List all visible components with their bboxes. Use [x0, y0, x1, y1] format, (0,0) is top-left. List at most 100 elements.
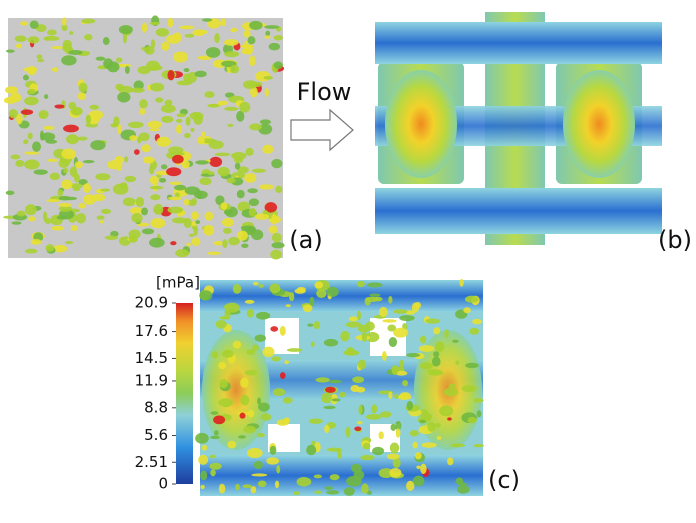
blob	[25, 249, 38, 254]
blob	[247, 188, 258, 193]
blob	[369, 293, 380, 296]
blob	[433, 327, 440, 334]
blob	[200, 485, 204, 489]
blob	[146, 61, 160, 71]
blob	[101, 209, 111, 214]
blob	[6, 191, 15, 195]
blob	[105, 235, 119, 239]
blob	[248, 410, 254, 418]
flow-label: Flow	[297, 78, 352, 106]
blob	[359, 405, 363, 415]
colorbar-unit: [mPa]	[156, 274, 200, 292]
blob	[202, 445, 207, 451]
blob	[439, 406, 453, 417]
blob	[166, 167, 181, 176]
blob	[258, 480, 267, 487]
blob	[240, 413, 246, 419]
blob	[274, 35, 283, 41]
blob	[57, 215, 67, 219]
blob	[218, 362, 226, 369]
blob	[206, 47, 221, 58]
colorbar-tick-label: 0	[158, 475, 168, 493]
blob	[469, 328, 479, 335]
blob	[327, 448, 342, 452]
blob	[419, 345, 435, 352]
blob	[389, 337, 397, 347]
blob	[283, 397, 293, 404]
blob	[199, 177, 211, 185]
blob	[223, 228, 232, 234]
blob	[271, 214, 277, 225]
blob	[261, 413, 272, 420]
blob	[255, 335, 266, 342]
blob	[264, 35, 270, 38]
blob	[221, 202, 228, 209]
blob	[186, 243, 190, 247]
blob	[425, 318, 440, 323]
blob	[323, 406, 335, 409]
colorbar-tick-label: 8.8	[144, 398, 168, 416]
blob	[79, 83, 88, 93]
blob	[365, 322, 375, 331]
blob	[200, 471, 207, 481]
blob	[90, 105, 100, 110]
blob	[344, 487, 355, 496]
blob	[131, 213, 142, 223]
blob	[224, 51, 239, 57]
blob	[421, 442, 436, 447]
blob	[241, 243, 248, 248]
blob	[265, 88, 269, 97]
blob	[115, 156, 124, 163]
blob	[249, 208, 257, 217]
blob	[192, 198, 197, 206]
blob	[149, 238, 165, 248]
panel-b-image	[375, 12, 662, 245]
blob	[179, 26, 194, 30]
blob	[262, 145, 273, 154]
blob	[15, 36, 27, 42]
blob	[326, 490, 339, 494]
blob	[150, 22, 161, 25]
blob	[238, 435, 246, 438]
blob	[269, 283, 280, 293]
blob	[131, 88, 145, 93]
blob	[71, 225, 78, 231]
blob	[432, 357, 441, 367]
figure: Flow [mPa] (a) (b) (c) 20.917.614.511.98…	[0, 0, 696, 523]
blob	[310, 297, 315, 307]
blob	[15, 160, 24, 167]
blob	[214, 430, 219, 435]
blob	[184, 218, 192, 228]
blob	[58, 203, 72, 207]
blob	[399, 315, 415, 321]
blob	[273, 388, 286, 396]
blob	[37, 59, 44, 62]
blob	[263, 210, 268, 214]
blob	[204, 91, 214, 98]
blob	[61, 179, 72, 189]
blob	[143, 156, 155, 163]
blob	[447, 457, 453, 465]
blob	[406, 353, 420, 357]
blob	[161, 164, 167, 169]
blob	[270, 250, 282, 260]
blob	[226, 178, 235, 184]
blob	[34, 169, 48, 174]
blob	[83, 183, 91, 193]
blob	[427, 369, 441, 375]
blob	[416, 466, 420, 469]
blob	[269, 43, 280, 50]
blob	[256, 312, 270, 320]
blob	[455, 361, 459, 365]
blob	[173, 52, 188, 63]
blob	[50, 173, 60, 180]
blob	[184, 68, 190, 72]
blob	[324, 425, 329, 434]
blob	[269, 226, 278, 234]
blob	[28, 216, 36, 221]
blob	[78, 203, 85, 209]
blob	[452, 340, 459, 343]
blob	[78, 92, 86, 100]
blob	[243, 426, 256, 434]
blob	[145, 46, 155, 55]
